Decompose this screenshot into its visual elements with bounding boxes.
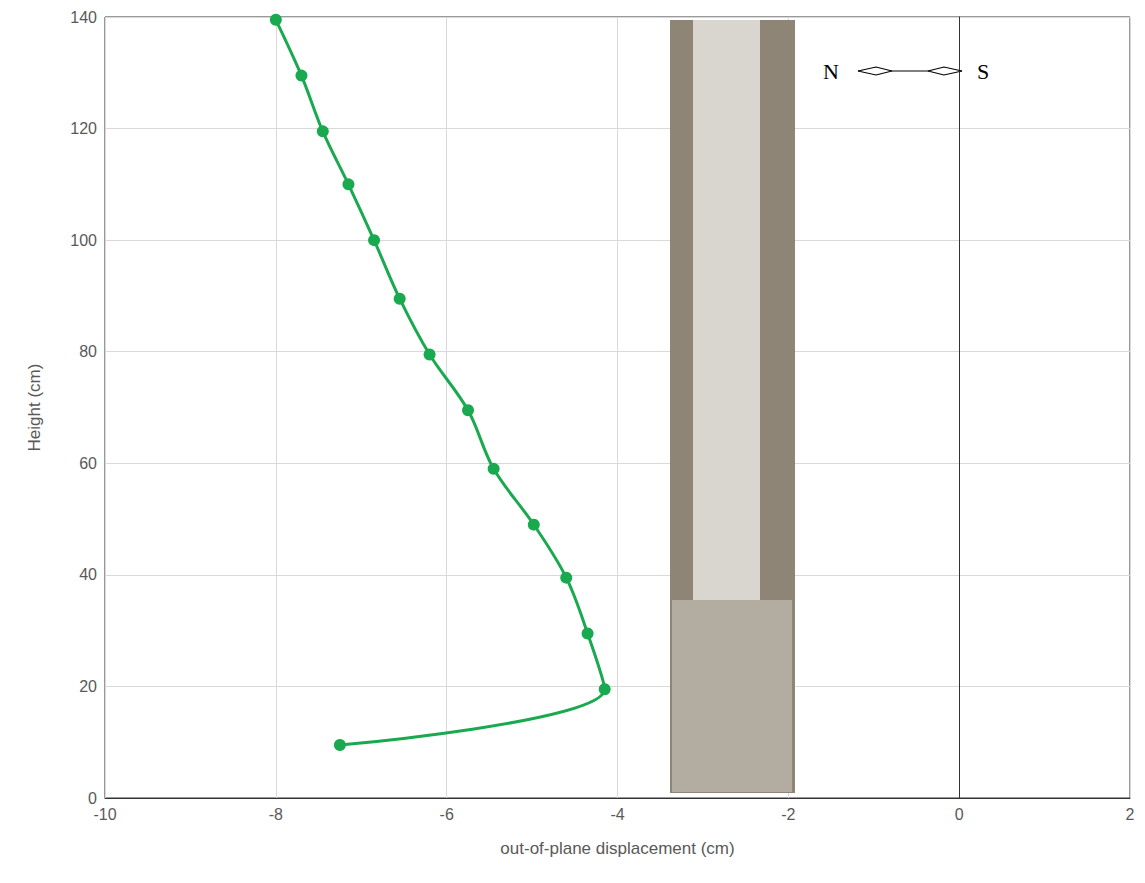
svg-text:Height (cm): Height (cm) <box>25 364 44 452</box>
svg-text:60: 60 <box>79 455 97 472</box>
svg-text:0: 0 <box>955 806 964 823</box>
svg-text:2: 2 <box>1126 806 1135 823</box>
svg-text:140: 140 <box>70 9 97 26</box>
svg-text:0: 0 <box>88 790 97 807</box>
svg-text:120: 120 <box>70 120 97 137</box>
svg-text:-8: -8 <box>269 806 283 823</box>
svg-text:S: S <box>977 59 989 84</box>
svg-text:-10: -10 <box>93 806 116 823</box>
svg-text:out-of-plane displacement (cm): out-of-plane displacement (cm) <box>500 839 734 858</box>
svg-text:-4: -4 <box>610 806 624 823</box>
svg-text:-2: -2 <box>781 806 795 823</box>
svg-text:100: 100 <box>70 232 97 249</box>
svg-text:80: 80 <box>79 343 97 360</box>
svg-text:40: 40 <box>79 566 97 583</box>
svg-text:N: N <box>823 59 839 84</box>
svg-text:-6: -6 <box>440 806 454 823</box>
svg-text:20: 20 <box>79 678 97 695</box>
